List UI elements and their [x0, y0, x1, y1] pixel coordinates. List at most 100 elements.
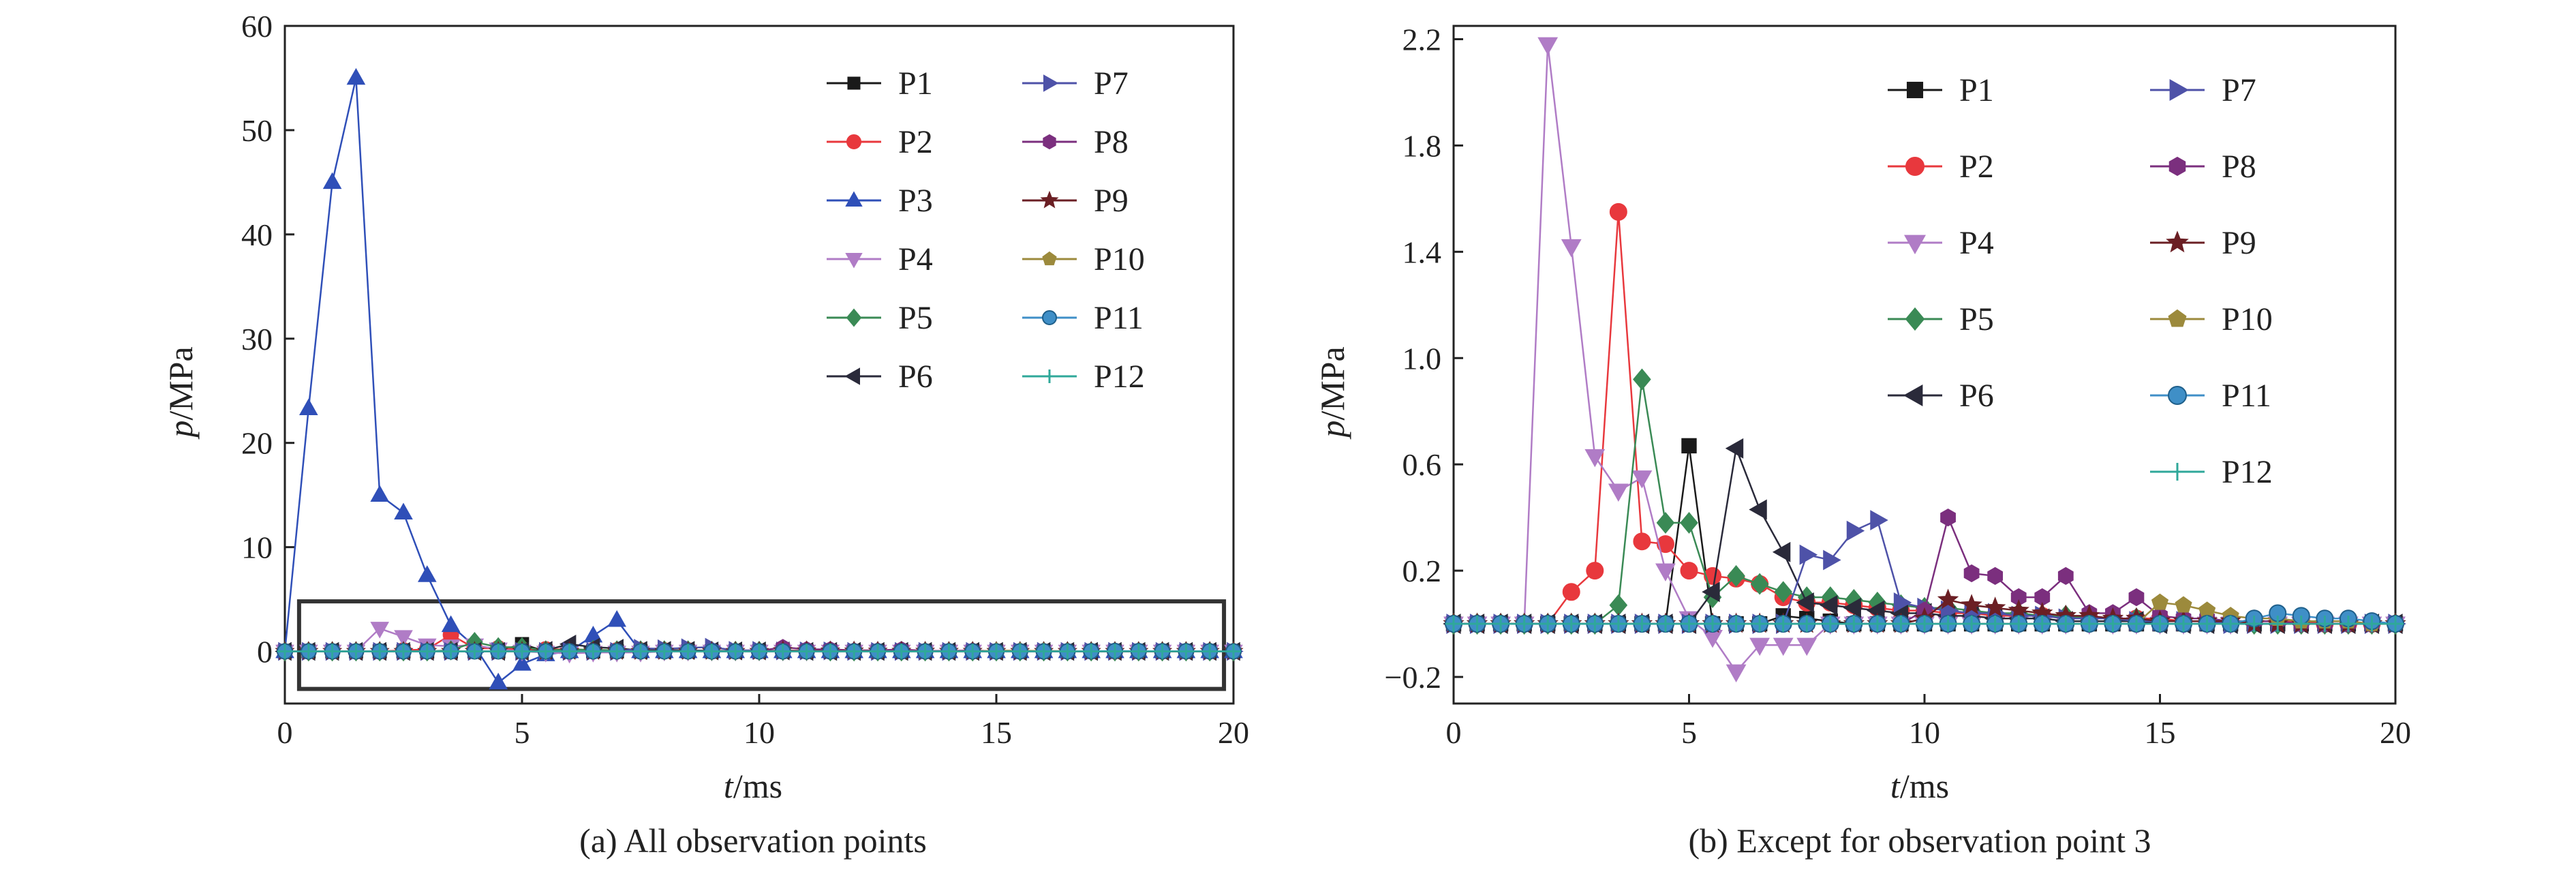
panel-b-point-p8	[2128, 588, 2145, 607]
panel-b-point-p12	[1657, 616, 1674, 633]
panel-b-legend-label: P7	[2222, 72, 2256, 108]
panel-a-x-tick-label: 20	[1218, 715, 1249, 750]
panel-b-legend-item-p4: P4	[1888, 225, 1994, 261]
panel-a-point-p12	[633, 644, 648, 659]
panel-a-point-p12	[989, 644, 1004, 659]
panel-b-legend-marker	[1906, 81, 1924, 99]
panel-b-point-p12	[2057, 616, 2074, 633]
panel-a-point-p12	[965, 644, 981, 659]
panel-a-legend-item-p7: P7	[1022, 65, 1129, 102]
panel-b-point-p12	[1445, 616, 1462, 633]
panel-b-point-p12	[2010, 616, 2027, 633]
panel-b-point-p12	[1469, 616, 1486, 633]
panel-a-legend-label: P5	[898, 300, 933, 336]
panel-b-point-p12	[2293, 616, 2310, 633]
panel-b-point-p12	[2034, 616, 2051, 633]
panel-b-y-tick-label: 1.4	[1402, 235, 1442, 269]
panel-a: 0 5 10 15 20 0 10 20 30 40 50 60 P1 P2 P3 P4 P5 P6 P7 P8 P9…	[162, 9, 1249, 860]
panel-b-point-p12	[1516, 616, 1533, 633]
panel-a-point-p12	[538, 644, 553, 659]
panel-a-point-p12	[419, 644, 435, 659]
panel-b-point-p12	[1845, 616, 1862, 633]
panel-b-point-p4	[1796, 637, 1818, 656]
panel-a-legend-item-p3: P3	[827, 183, 933, 219]
panel-b-point-p5	[1680, 511, 1698, 534]
panel-b-y-axis-label: p/MPa	[1313, 346, 1351, 439]
panel-a-point-p12	[704, 644, 720, 659]
panel-a-legend-item-p1: P1	[827, 65, 933, 102]
panel-b-point-p9	[1984, 596, 2006, 618]
panel-a-point-p3	[322, 172, 342, 190]
panel-a-legend-label: P7	[1094, 65, 1129, 102]
panel-b-point-p6	[1796, 592, 1814, 613]
panel-b-y-axis-label-symbol: p	[1313, 421, 1351, 440]
panel-a-point-p12	[585, 644, 601, 659]
panel-a-legend-marker	[1040, 190, 1059, 209]
panel-b-point-p10	[2151, 593, 2169, 610]
panel-a-point-p12	[1202, 644, 1218, 659]
panel-a-series-p12	[277, 644, 1241, 659]
panel-a-point-p12	[1154, 644, 1170, 659]
panel-b-x-axis-label-unit: /ms	[1900, 767, 1949, 805]
panel-b-point-p6	[1867, 600, 1885, 621]
panel-b-point-p9	[2008, 599, 2029, 620]
panel-b-legend-label: P11	[2222, 378, 2271, 414]
panel-a-point-p12	[609, 644, 625, 659]
panel-b-series-p12	[1445, 616, 2404, 633]
panel-b-point-p12	[2128, 616, 2145, 633]
panel-a-x-tick-label: 15	[981, 715, 1012, 750]
panel-b-point-p12	[2269, 616, 2286, 633]
panel-b-legend-item-p8: P8	[2150, 149, 2256, 185]
panel-a-highlight-box	[296, 599, 1227, 691]
panel-a-legend-marker	[846, 308, 862, 327]
panel-b-point-p4	[1655, 563, 1676, 582]
panel-b-point-p8	[2057, 567, 2074, 586]
panel-a-legend-marker	[847, 76, 861, 90]
panel-b-point-p12	[1610, 616, 1627, 633]
panel-b-point-p5	[1633, 368, 1651, 391]
panel-a-point-p12	[917, 644, 933, 659]
panel-b-point-p12	[1492, 616, 1509, 633]
panel-a-point-p12	[301, 644, 316, 659]
panel-a-line-p3	[283, 78, 1233, 684]
panel-a-point-p12	[728, 644, 743, 659]
panel-a-legend-item-p8: P8	[1022, 124, 1129, 160]
panel-b-legend-label: P4	[1959, 225, 1994, 261]
panel-a-point-p12	[846, 644, 862, 659]
panel-b-legend-marker	[1903, 235, 1927, 254]
panel-b-point-p12	[1822, 616, 1839, 633]
panel-a-point-p12	[656, 644, 672, 659]
panel-a-y-axis-label: p/MPa	[162, 346, 200, 439]
panel-a-legend-label: P8	[1094, 124, 1129, 160]
panel-b-legend-marker	[2168, 386, 2187, 405]
panel-a-y-tick-label: 40	[241, 217, 273, 252]
panel-b-legend-item-p6: P6	[1888, 378, 1994, 414]
panel-a-point-p12	[1060, 644, 1075, 659]
panel-b-point-p12	[1634, 616, 1651, 633]
panel-a-point-p12	[467, 644, 482, 659]
panel-b-point-p2	[1633, 532, 1651, 551]
panel-b-point-p12	[2222, 616, 2239, 633]
panel-b-point-p5	[1609, 594, 1628, 616]
panel-b-legend-item-p7: P7	[2150, 72, 2256, 108]
panel-a-y-axis-label-symbol: p	[162, 421, 200, 440]
panel-a-legend-marker	[1043, 74, 1059, 92]
panel-a-legend: P1 P2 P3 P4 P5 P6 P7 P8 P9 P10 P11 P12	[827, 65, 1145, 395]
panel-b-point-p2	[1562, 583, 1580, 601]
panel-b-series-p2	[1445, 202, 2404, 633]
panel-b-point-p6	[1819, 594, 1838, 616]
panel-a-legend-marker	[846, 134, 861, 149]
panel-a-legend-item-p4: P4	[827, 241, 933, 277]
panel-b-point-p2	[1586, 562, 1604, 580]
panel-b-point-p7	[1799, 544, 1818, 565]
panel-b-point-p12	[1751, 616, 1768, 633]
panel-b-y-axis-label-unit: /MPa	[1313, 346, 1351, 420]
panel-b-point-p8	[1987, 567, 2004, 586]
panel-a-x-tick-label: 0	[277, 715, 293, 750]
panel-a-legend-marker	[1043, 369, 1056, 383]
panel-b-legend-item-p11: P11	[2150, 378, 2271, 414]
panel-b-legend-item-p9: P9	[2150, 225, 2256, 261]
panel-b-point-p6	[1702, 582, 1720, 603]
panel-b-point-p12	[1539, 616, 1557, 633]
panel-a-point-p12	[893, 644, 909, 659]
